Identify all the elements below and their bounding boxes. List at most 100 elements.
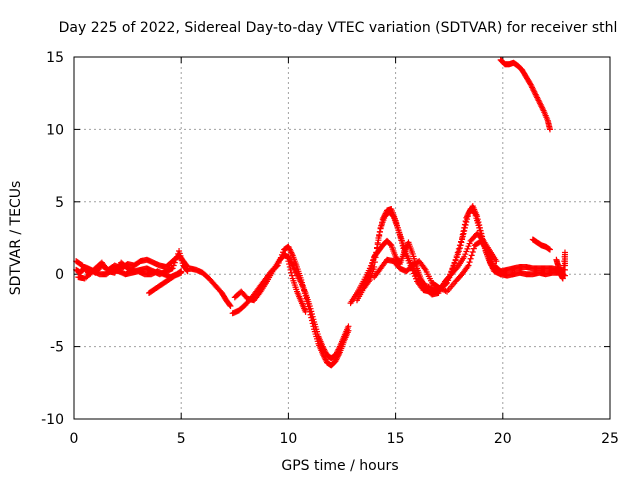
data-point	[173, 253, 180, 260]
data-point	[561, 262, 568, 269]
data-point	[303, 298, 310, 305]
data-point	[466, 240, 473, 247]
data-point	[469, 248, 476, 255]
data-point	[459, 231, 466, 238]
data-point	[171, 259, 178, 266]
data-point	[455, 245, 462, 252]
data-point	[288, 272, 295, 279]
x-axis-label: GPS time / hours	[281, 458, 398, 474]
series-trace-o	[529, 236, 553, 253]
data-point	[274, 262, 281, 269]
data-point	[370, 256, 377, 263]
data-point	[460, 228, 467, 235]
data-point	[374, 239, 381, 246]
plot-frame	[73, 56, 611, 420]
chart-title: Day 225 of 2022, Sidereal Day-to-day VTE…	[59, 20, 618, 36]
x-tick-label: 10	[279, 431, 297, 447]
data-point	[369, 262, 376, 269]
data-point	[299, 282, 306, 289]
data-point	[454, 249, 461, 256]
data-point	[465, 243, 472, 250]
x-tick-label: 0	[70, 431, 79, 447]
data-points	[73, 56, 568, 369]
y-tick-label: 10	[46, 122, 64, 138]
data-point	[397, 234, 404, 241]
y-tick-label: 5	[55, 195, 64, 211]
data-point	[298, 279, 305, 286]
data-point	[307, 311, 314, 318]
data-point	[476, 224, 483, 231]
data-point	[367, 268, 374, 275]
data-point	[305, 303, 312, 310]
data-point	[169, 265, 176, 272]
data-point	[468, 252, 475, 259]
data-point	[450, 262, 457, 269]
data-point	[376, 231, 383, 238]
series-trace-e	[186, 265, 234, 310]
y-tick-label: 15	[46, 50, 64, 66]
x-tick-label: 15	[387, 431, 405, 447]
data-point	[277, 254, 284, 261]
data-point	[368, 265, 375, 272]
series-trace-l	[371, 237, 504, 295]
y-axis-label: SDTVAR / TECUs	[8, 181, 24, 296]
data-point	[465, 262, 472, 269]
data-point	[288, 269, 295, 276]
x-tick-label: 25	[601, 431, 619, 447]
data-point	[300, 284, 307, 291]
data-point	[306, 306, 313, 313]
data-point	[308, 317, 315, 324]
data-point	[227, 303, 234, 310]
series-trace-d	[146, 269, 185, 297]
data-point	[461, 224, 468, 231]
data-point	[309, 320, 316, 327]
series-trace-f	[231, 252, 352, 362]
data-point	[275, 259, 282, 266]
data-point	[308, 314, 315, 321]
data-point	[377, 225, 384, 232]
data-point	[464, 245, 471, 252]
data-point	[411, 273, 418, 280]
data-point	[366, 271, 373, 278]
data-point	[471, 209, 478, 216]
data-point	[278, 251, 285, 258]
data-point	[457, 238, 464, 245]
data-point	[276, 257, 283, 264]
data-point	[178, 269, 185, 276]
data-point	[375, 235, 382, 241]
data-point	[451, 259, 458, 266]
data-point	[345, 327, 352, 334]
data-point	[476, 227, 483, 234]
data-point	[461, 253, 468, 260]
series-trace-p	[553, 249, 568, 282]
y-tick-label: -5	[50, 340, 64, 356]
data-point	[302, 292, 309, 299]
series-trace-k	[360, 230, 500, 298]
data-point	[286, 263, 293, 270]
data-point	[462, 251, 469, 258]
data-point	[310, 323, 317, 330]
data-point	[273, 263, 280, 270]
data-point	[546, 126, 553, 133]
data-point	[461, 221, 468, 228]
x-tick-label: 5	[177, 431, 186, 447]
data-point	[459, 235, 466, 241]
data-point	[466, 259, 473, 266]
data-point	[287, 266, 294, 273]
data-point	[470, 245, 477, 252]
data-point	[298, 276, 305, 283]
data-point	[226, 302, 233, 309]
data-point	[376, 228, 383, 235]
data-point	[396, 232, 403, 239]
data-point	[369, 259, 376, 266]
data-point	[546, 246, 553, 253]
data-point	[409, 267, 416, 274]
axis-ticks	[73, 56, 611, 420]
data-point	[453, 253, 460, 260]
data-point	[303, 295, 310, 302]
data-point	[456, 242, 463, 249]
y-tick-label: 0	[55, 267, 64, 283]
data-point	[379, 219, 386, 226]
grid-lines	[74, 57, 610, 419]
